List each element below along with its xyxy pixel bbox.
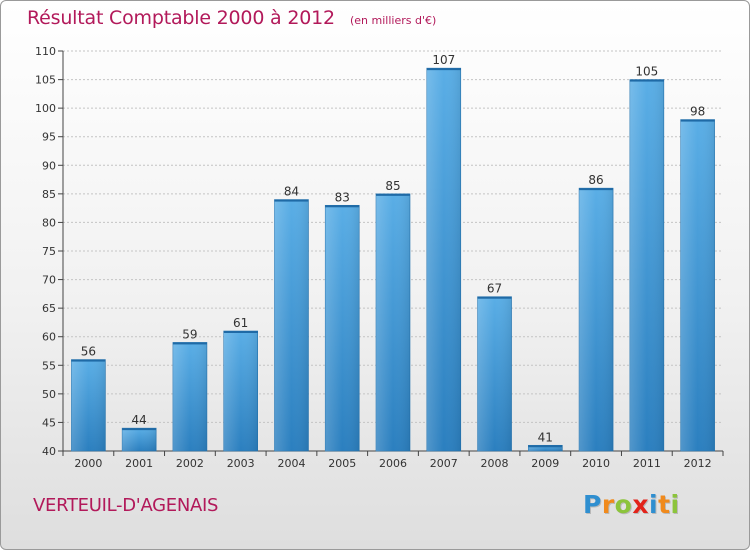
bar-shading (528, 445, 563, 451)
data-label: 61 (233, 316, 248, 330)
labels: 56 44 59 61 84 83 85 107 67 41 86 105 98 (81, 53, 706, 444)
y-tick-label: 70 (42, 274, 56, 287)
bar-shading (629, 79, 664, 452)
y-tick-label: 110 (35, 45, 56, 58)
bar-top-edge (71, 359, 106, 362)
bar-shading (274, 199, 309, 451)
data-label: 44 (132, 413, 147, 427)
bar-shading (325, 205, 360, 451)
logo-letter: o (614, 490, 633, 519)
chart-title-row: Résultat Comptable 2000 à 2012 (en milli… (27, 7, 436, 29)
y-tick-label: 75 (42, 245, 56, 258)
bar-shading (172, 342, 207, 451)
y-tick-label: 55 (42, 359, 56, 372)
y-tick-label: 60 (42, 331, 56, 344)
data-label: 86 (588, 173, 603, 187)
data-label: 105 (635, 65, 658, 79)
x-tick-label: 2007 (430, 457, 458, 470)
data-label: 85 (385, 179, 400, 193)
bar-top-edge (528, 445, 563, 448)
bar-top-edge (325, 205, 360, 208)
y-tick-label: 100 (35, 102, 56, 115)
y-tick-label: 65 (42, 302, 56, 315)
place-name: VERTEUIL-D'AGENAIS (33, 495, 219, 516)
bar-shading (376, 193, 410, 451)
bars (71, 67, 715, 452)
x-tick-label: 2002 (176, 457, 204, 470)
y-tick-label: 40 (42, 445, 56, 458)
y-tick-label: 105 (35, 74, 56, 87)
y-tick-label: 85 (42, 188, 56, 201)
data-label: 98 (690, 105, 705, 119)
x-tick-label: 2008 (481, 457, 509, 470)
data-label: 107 (432, 53, 455, 67)
bar-top-edge (477, 296, 512, 299)
bar-shading (426, 68, 461, 452)
y-tick-label: 95 (42, 131, 56, 144)
logo-letter: i (670, 490, 680, 519)
bar-shading (71, 359, 106, 451)
bar-shading (477, 296, 512, 451)
x-tick-label: 2012 (684, 457, 712, 470)
bar-shading (579, 188, 614, 451)
x-tick-label: 2000 (74, 457, 102, 470)
logo-letter: x (632, 490, 649, 519)
data-label: 84 (284, 185, 299, 199)
bar-top-edge (376, 193, 410, 196)
y-tick-label: 45 (42, 416, 56, 429)
data-label: 83 (335, 190, 350, 204)
bar-shading (122, 428, 157, 451)
data-label: 67 (487, 282, 502, 296)
x-tick-label: 2004 (277, 457, 305, 470)
logo-letter: P (583, 490, 602, 519)
y-tick-label: 90 (42, 159, 56, 172)
data-label: 41 (538, 430, 553, 444)
chart-subtitle: (en milliers d'€) (349, 14, 437, 27)
y-tick-label: 80 (42, 216, 56, 229)
x-tick-label: 2006 (379, 457, 407, 470)
bar-shading (223, 331, 258, 451)
x-tick-label: 2009 (531, 457, 559, 470)
x-tick-label: 2010 (582, 457, 610, 470)
bar-top-edge (579, 188, 614, 191)
bar-top-edge (172, 342, 207, 345)
chart-title: Résultat Comptable 2000 à 2012 (27, 7, 335, 29)
bar-top-edge (122, 428, 157, 431)
x-tick-label: 2011 (633, 457, 661, 470)
data-label: 59 (182, 327, 197, 341)
logo-letter: r (601, 490, 615, 519)
logo-letter: t (658, 490, 671, 519)
data-label: 56 (81, 345, 96, 359)
bar-shading (680, 119, 715, 452)
bar-top-edge (629, 79, 664, 82)
x-tick-label: 2001 (125, 457, 153, 470)
x-tick-label: 2005 (328, 457, 356, 470)
bar-top-edge (680, 119, 715, 122)
x-tick-label: 2003 (227, 457, 255, 470)
y-tick-label: 50 (42, 388, 56, 401)
bar-top-edge (274, 199, 309, 202)
proxiti-logo: Proxiti (583, 490, 680, 519)
bar-top-edge (223, 331, 258, 333)
bar-top-edge (426, 68, 461, 71)
logo-letter: i (649, 490, 659, 519)
